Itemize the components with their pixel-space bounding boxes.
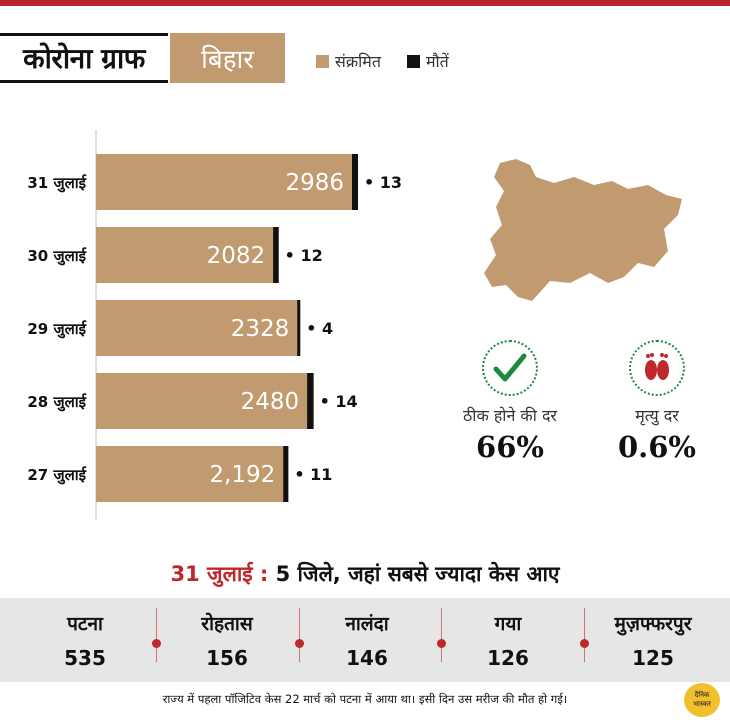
top-accent-bar xyxy=(0,0,730,6)
district-separator xyxy=(437,608,446,662)
infected-bar xyxy=(96,300,301,356)
infected-bar xyxy=(96,373,314,429)
legend-swatch-deaths xyxy=(406,54,420,68)
infected-bar xyxy=(96,446,289,502)
deaths-value-label: • 12 xyxy=(285,246,323,265)
recovery-rate-value: 66% xyxy=(476,430,544,464)
infected-bar xyxy=(96,154,358,210)
district-item: पटना 535 xyxy=(25,610,145,670)
district-item: रोहतास 156 xyxy=(167,610,287,670)
publisher-logo: दैनिक भास्कर xyxy=(684,683,720,717)
district-name: नालंदा xyxy=(345,613,389,635)
death-rate: मृत्यु दर 0.6% xyxy=(592,340,722,464)
legend-label-deaths: मौतें xyxy=(425,52,449,71)
deaths-value-label: • 13 xyxy=(364,173,402,192)
state-label: बिहार xyxy=(170,33,285,83)
category-label: 29 जुलाई xyxy=(27,320,87,339)
deaths-value-label: • 11 xyxy=(294,465,332,484)
district-separator xyxy=(152,608,161,662)
recovery-rate: ठीक होने की दर 66% xyxy=(445,340,575,464)
infected-value-label: 2328 xyxy=(231,316,290,342)
recovery-rate-label: ठीक होने की दर xyxy=(463,406,557,425)
footprints-icon xyxy=(629,340,685,396)
district-item: नालंदा 146 xyxy=(307,610,427,670)
infected-value-label: 2082 xyxy=(207,243,266,269)
infected-value-label: 2986 xyxy=(285,170,344,196)
chart-title: कोरोना ग्राफ xyxy=(0,33,168,83)
district-value: 156 xyxy=(206,646,248,670)
district-value: 146 xyxy=(346,646,388,670)
infected-bar xyxy=(96,227,279,283)
death-rate-label: मृत्यु दर xyxy=(635,406,679,425)
bar-chart: 31 जुलाई 2986 • 13 30 जुलाई 2082 • 12 29 जुलाई… xyxy=(27,130,402,520)
legend: संक्रमित मौतें xyxy=(316,50,449,72)
infected-value-label: 2,192 xyxy=(209,462,275,488)
district-value: 126 xyxy=(487,646,529,670)
district-item: गया 126 xyxy=(448,610,568,670)
districts-date: 31 जुलाई xyxy=(170,562,253,586)
legend-swatch-infected xyxy=(316,54,329,68)
checkmark-icon xyxy=(482,340,538,396)
districts-band xyxy=(0,598,730,682)
category-label: 31 जुलाई xyxy=(27,174,87,193)
deaths-value-label: • 14 xyxy=(320,392,358,411)
districts-title: 5 जिले, जहां सबसे ज्यादा केस आए xyxy=(275,562,560,586)
district-name: मुज़फ्फरपुर xyxy=(614,613,692,635)
districts-heading: 31 जुलाई : 5 जिले, जहां सबसे ज्यादा केस … xyxy=(170,562,560,586)
deaths-bar xyxy=(273,227,279,283)
deaths-bar xyxy=(352,154,358,210)
deaths-bar xyxy=(297,300,301,356)
deaths-value-label: • 4 xyxy=(306,319,333,338)
district-value: 535 xyxy=(64,646,106,670)
bihar-map-icon xyxy=(484,159,682,301)
district-name: रोहतास xyxy=(201,613,253,635)
district-name: पटना xyxy=(67,613,103,635)
death-rate-value: 0.6% xyxy=(617,430,696,464)
deaths-bar xyxy=(283,446,289,502)
district-separator xyxy=(580,608,589,662)
legend-label-infected: संक्रमित xyxy=(335,52,381,71)
district-separator xyxy=(295,608,304,662)
footnote: राज्य में पहला पॉजिटिव केस 22 मार्च को प… xyxy=(162,692,568,706)
category-label: 30 जुलाई xyxy=(27,247,87,266)
deaths-bar xyxy=(307,373,314,429)
district-value: 125 xyxy=(632,646,674,670)
district-item: मुज़फ्फरपुर 125 xyxy=(585,610,721,670)
category-label: 27 जुलाई xyxy=(27,466,87,485)
category-label: 28 जुलाई xyxy=(27,393,87,412)
infected-value-label: 2480 xyxy=(241,389,300,415)
district-name: गया xyxy=(494,613,522,635)
